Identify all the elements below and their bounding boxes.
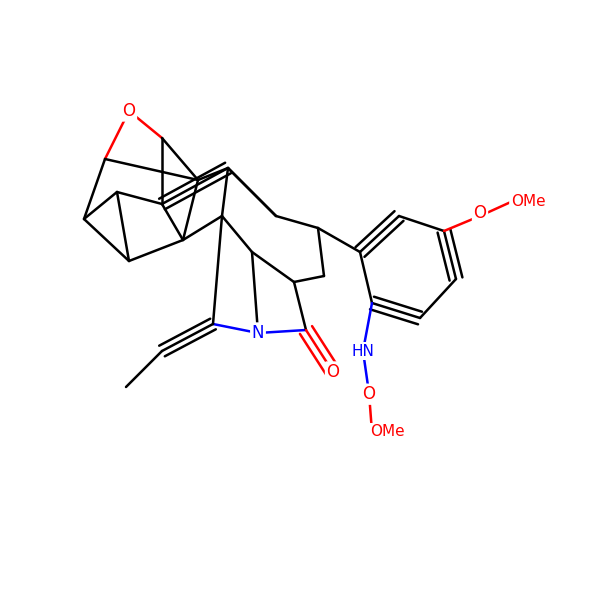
- Text: O: O: [122, 102, 136, 120]
- Text: N: N: [252, 324, 264, 342]
- Text: OMe: OMe: [370, 424, 404, 439]
- Text: O: O: [473, 204, 487, 222]
- Text: OMe: OMe: [511, 193, 545, 208]
- Text: O: O: [326, 363, 340, 381]
- Text: HN: HN: [352, 343, 374, 358]
- Text: O: O: [362, 385, 376, 403]
